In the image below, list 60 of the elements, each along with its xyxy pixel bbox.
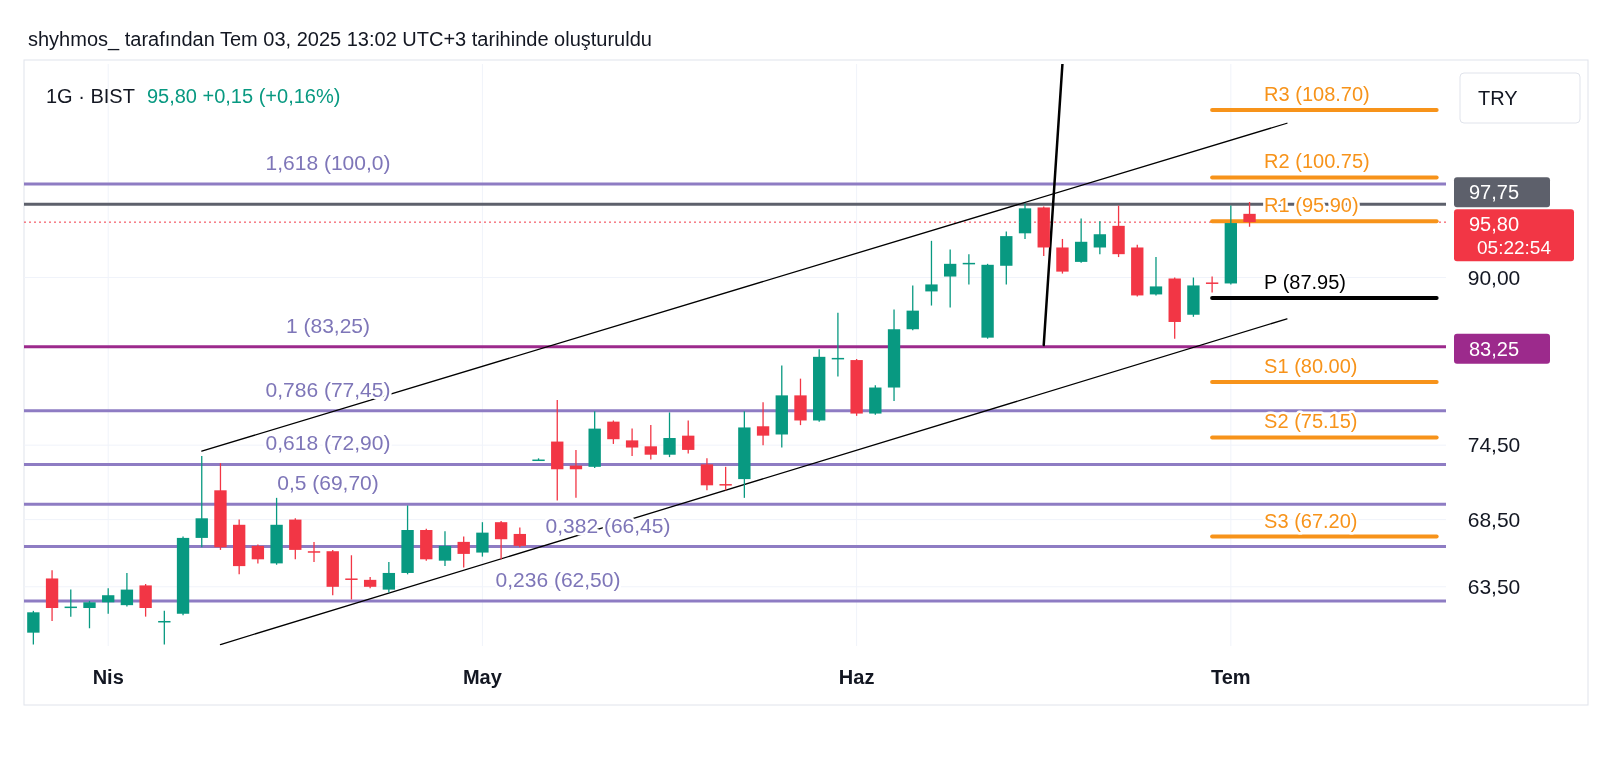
candlestick [438, 530, 452, 567]
annotation: 0,5 (69,70) [277, 471, 379, 495]
series-label: S1 (80.00) [1264, 354, 1358, 377]
series-label: R2 (100.75) [1264, 150, 1370, 173]
candlestick [195, 455, 208, 548]
candlestick [1149, 256, 1163, 297]
y-tick-label: 63,50 [1467, 574, 1521, 598]
candlestick [476, 521, 489, 558]
candlestick [625, 427, 639, 457]
ref-line-label: 83,25 [1468, 337, 1520, 360]
series-label: R3 (108.70) [1264, 83, 1370, 106]
series-label: S2 (75.15) [1264, 410, 1358, 433]
candlestick [102, 587, 115, 615]
candlestick [906, 284, 919, 331]
x-tick-label: May [462, 666, 503, 688]
chart-title: shyhmos_ tarafından Tem 03, 2025 13:02 UTC+3 tarihinde oluşturuldu [28, 28, 652, 51]
annotation: 95,80 +0,15 (+0,16%) [146, 85, 341, 107]
candlestick [1093, 220, 1107, 255]
y-tick-label: 90,00 [1467, 265, 1521, 289]
annotation: 0,236 (62,50) [495, 567, 621, 591]
x-tick-label: Nis [92, 666, 124, 688]
y-tick-label: 68,50 [1467, 507, 1521, 531]
candlestick [251, 543, 265, 565]
candlestick [120, 572, 134, 608]
candlestick [1243, 201, 1256, 228]
candlestick [607, 419, 620, 445]
annotation: 0,786 (77,45) [265, 377, 391, 401]
ref-line-label: 97,75 [1468, 181, 1520, 204]
x-tick-label: Tem [1211, 666, 1251, 688]
candlestick [382, 561, 396, 594]
candlestick [345, 554, 358, 601]
y-tick-label: 74,50 [1467, 433, 1521, 457]
candlestick [1074, 217, 1088, 264]
x-tick-label: Haz [838, 666, 875, 688]
candlestick [682, 419, 695, 455]
candlestick [494, 520, 508, 560]
series-label: S3 (67.20) [1264, 509, 1358, 532]
text: 05:22:54 [1477, 237, 1552, 259]
ref-line-label: 95,80 [1468, 213, 1520, 236]
annotation: 1,618 (100,0) [265, 151, 391, 175]
annotation: 0,618 (72,90) [265, 431, 391, 455]
candlestick [27, 610, 40, 646]
candlestick [944, 248, 957, 309]
candlestick [644, 424, 657, 461]
series-label: P (87.95) [1264, 270, 1347, 293]
candlestick [1205, 275, 1219, 294]
candlestick [663, 411, 676, 458]
candlestick [925, 240, 938, 307]
candlestick [700, 457, 714, 491]
annotation: 1 (83,25) [285, 313, 371, 337]
y-axis-title: TRY [1478, 87, 1518, 109]
candlestick [307, 541, 321, 563]
candlestick [457, 535, 470, 569]
candlestick [83, 600, 96, 629]
text: 1G · BIST [46, 85, 135, 107]
candlestick [139, 583, 152, 618]
candlestick [756, 401, 770, 446]
candlestick [719, 466, 732, 491]
annotation: 0,382 (66,45) [545, 513, 671, 537]
candlestick [513, 526, 526, 548]
